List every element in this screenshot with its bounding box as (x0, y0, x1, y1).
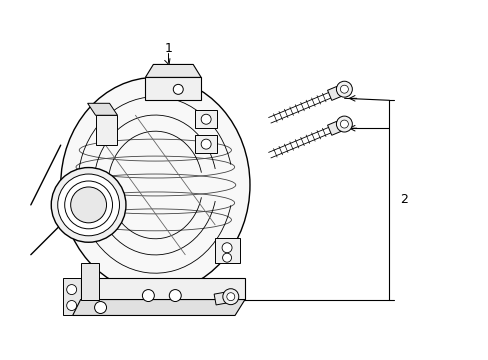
Ellipse shape (66, 285, 77, 294)
Ellipse shape (94, 302, 106, 314)
Polygon shape (195, 135, 217, 153)
Ellipse shape (201, 114, 211, 124)
Ellipse shape (340, 120, 347, 128)
Polygon shape (62, 278, 81, 315)
Polygon shape (195, 110, 217, 128)
Ellipse shape (222, 243, 232, 253)
Polygon shape (145, 64, 201, 77)
Polygon shape (145, 77, 201, 100)
Polygon shape (215, 238, 240, 263)
Ellipse shape (61, 77, 249, 293)
Ellipse shape (71, 187, 106, 223)
Polygon shape (87, 103, 117, 115)
Ellipse shape (58, 174, 119, 236)
Ellipse shape (340, 85, 347, 93)
Ellipse shape (142, 289, 154, 302)
Polygon shape (81, 278, 244, 300)
Polygon shape (327, 86, 340, 100)
Polygon shape (214, 292, 225, 305)
Ellipse shape (201, 139, 211, 149)
Ellipse shape (173, 84, 183, 94)
Polygon shape (95, 115, 117, 145)
Ellipse shape (64, 181, 112, 229)
Ellipse shape (169, 289, 181, 302)
Ellipse shape (222, 253, 231, 262)
Ellipse shape (336, 81, 352, 97)
Ellipse shape (336, 116, 352, 132)
Polygon shape (327, 121, 340, 135)
Ellipse shape (51, 167, 126, 242)
Ellipse shape (66, 301, 77, 310)
Text: 1: 1 (164, 42, 172, 55)
Text: 2: 2 (400, 193, 407, 206)
Polygon shape (73, 300, 244, 315)
Ellipse shape (226, 293, 234, 301)
Ellipse shape (223, 289, 238, 305)
Polygon shape (81, 263, 99, 300)
